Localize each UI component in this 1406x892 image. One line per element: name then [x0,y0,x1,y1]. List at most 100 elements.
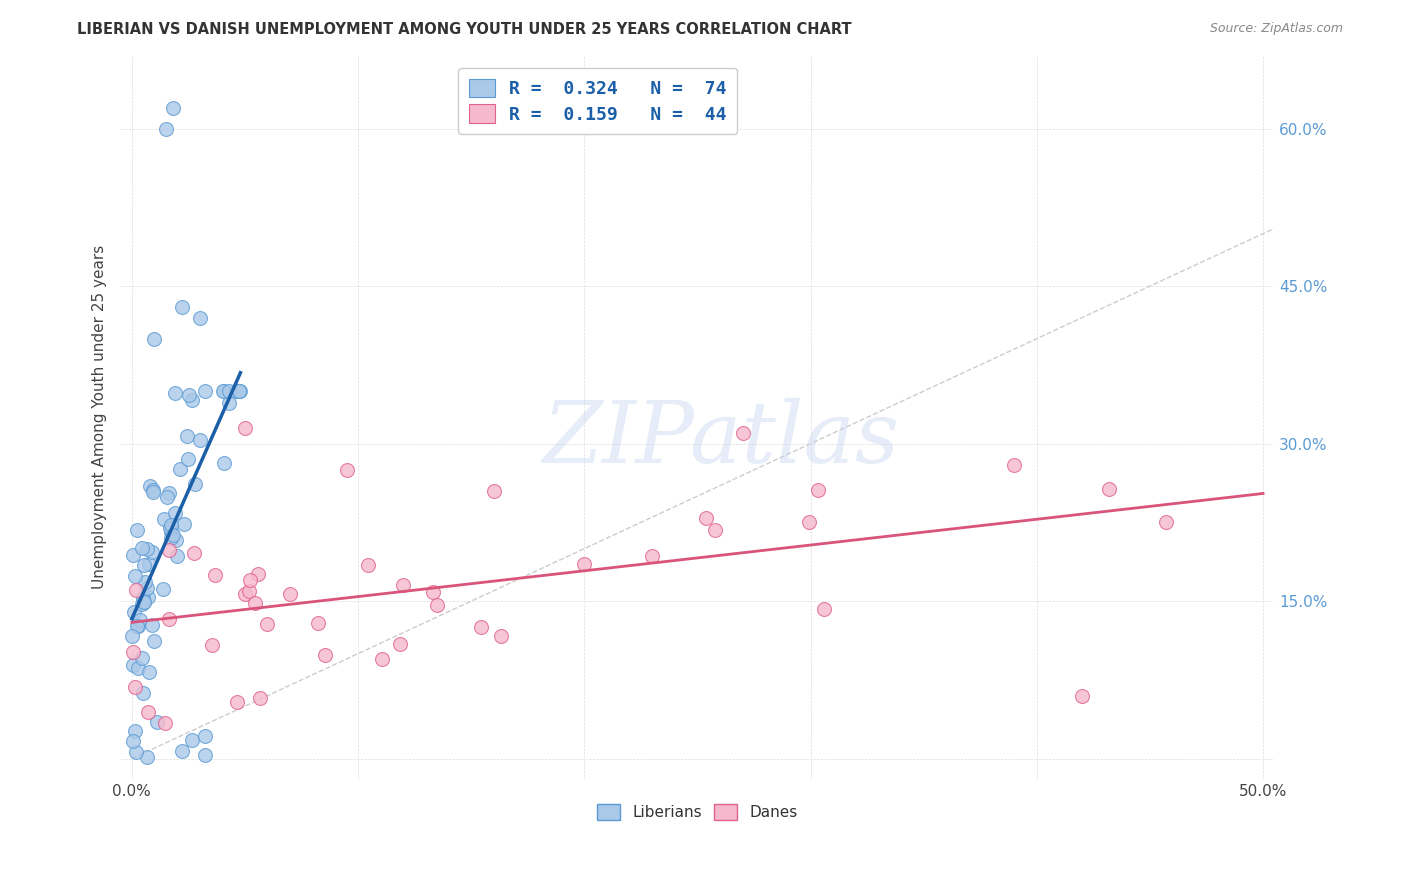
Point [143,634,166,648]
Point [132,686,155,700]
Point [173,516,195,531]
Point [204,567,226,582]
Point [160,517,183,532]
Point [132,558,155,572]
Point [256,616,278,631]
Point [138,557,160,571]
Point [249,690,271,705]
Point [122,549,145,563]
Point [170,300,193,314]
Text: Source: ZipAtlas.com: Source: ZipAtlas.com [1209,22,1343,36]
Point [201,638,224,652]
Point [641,549,664,564]
Point [156,490,179,504]
Point [131,651,153,665]
Point [134,574,156,589]
Point [165,533,187,548]
Point [176,428,198,442]
Point [813,602,835,616]
Point [1098,482,1121,496]
Legend: Liberians, Danes: Liberians, Danes [591,798,804,826]
Point [138,665,160,679]
Point [212,384,235,398]
Point [121,734,143,748]
Point [165,385,187,400]
Point [152,512,174,526]
Point [229,384,252,398]
Point [233,421,256,435]
Point [704,524,727,538]
Point [125,618,148,632]
Point [124,680,146,694]
Point [162,527,184,541]
Point [357,558,380,573]
Point [183,546,205,560]
Point [166,549,188,564]
Point [181,392,204,407]
Point [124,569,146,583]
Point [797,516,820,530]
Point [141,545,163,559]
Point [122,658,145,673]
Point [162,101,184,115]
Point [135,750,157,764]
Point [157,611,180,625]
Point [489,629,512,643]
Point [188,310,211,325]
Point [125,523,148,537]
Point [142,484,165,499]
Point [212,456,235,470]
Point [142,483,165,497]
Y-axis label: Unemployment Among Youth under 25 years: Unemployment Among Youth under 25 years [93,245,107,590]
Point [574,558,596,572]
Point [228,384,250,398]
Point [136,542,159,557]
Point [194,729,217,743]
Point [194,748,217,763]
Point [141,617,163,632]
Point [470,620,492,634]
Point [238,583,260,598]
Point [122,645,145,659]
Point [122,606,145,620]
Point [307,616,329,631]
Point [160,524,183,539]
Point [426,598,449,612]
Point [278,586,301,600]
Point [1002,458,1025,472]
Point [136,590,159,604]
Point [160,531,183,545]
Point [731,426,754,441]
Point [225,695,247,709]
Point [188,434,211,448]
Point [212,384,235,398]
Point [153,716,176,731]
Point [157,486,180,500]
Point [121,628,143,642]
Point [129,613,152,627]
Text: ZIPatlas: ZIPatlas [541,398,898,481]
Point [152,582,174,596]
Point [314,648,336,662]
Point [218,384,240,398]
Point [695,510,717,524]
Point [125,745,148,759]
Point [159,520,181,534]
Point [336,463,359,477]
Point [482,483,505,498]
Point [139,479,162,493]
Point [233,587,256,601]
Point [125,582,148,597]
Point [143,332,166,346]
Point [155,121,177,136]
Point [146,714,169,729]
Point [1071,689,1094,703]
Point [136,581,159,595]
Text: LIBERIAN VS DANISH UNEMPLOYMENT AMONG YOUTH UNDER 25 YEARS CORRELATION CHART: LIBERIAN VS DANISH UNEMPLOYMENT AMONG YO… [77,22,852,37]
Point [179,388,201,402]
Point [245,596,267,610]
Point [136,705,159,719]
Point [807,483,830,497]
Point [177,452,200,467]
Point [389,637,412,651]
